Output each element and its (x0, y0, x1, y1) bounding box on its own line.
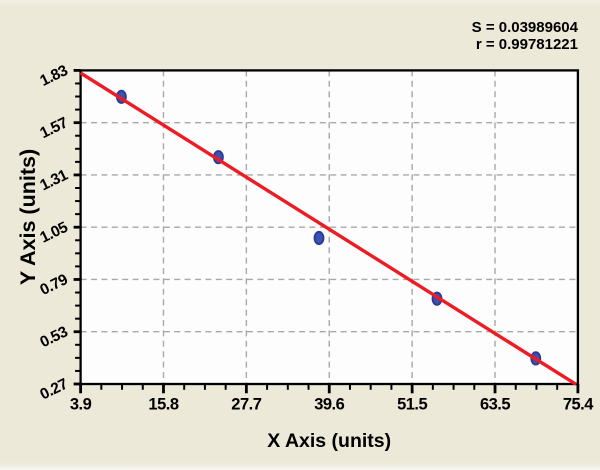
svg-text:r = 0.99781221: r = 0.99781221 (476, 36, 578, 53)
svg-text:51.5: 51.5 (397, 396, 427, 414)
svg-text:15.8: 15.8 (148, 396, 178, 414)
svg-text:3.9: 3.9 (70, 396, 92, 414)
svg-text:Y Axis (units): Y Axis (units) (16, 149, 40, 285)
svg-text:X Axis (units): X Axis (units) (267, 430, 391, 452)
svg-text:75.4: 75.4 (563, 396, 594, 414)
svg-text:39.6: 39.6 (314, 396, 344, 414)
svg-text:27.7: 27.7 (231, 396, 261, 414)
svg-text:S = 0.03989604: S = 0.03989604 (472, 19, 579, 36)
svg-text:63.5: 63.5 (480, 396, 510, 414)
